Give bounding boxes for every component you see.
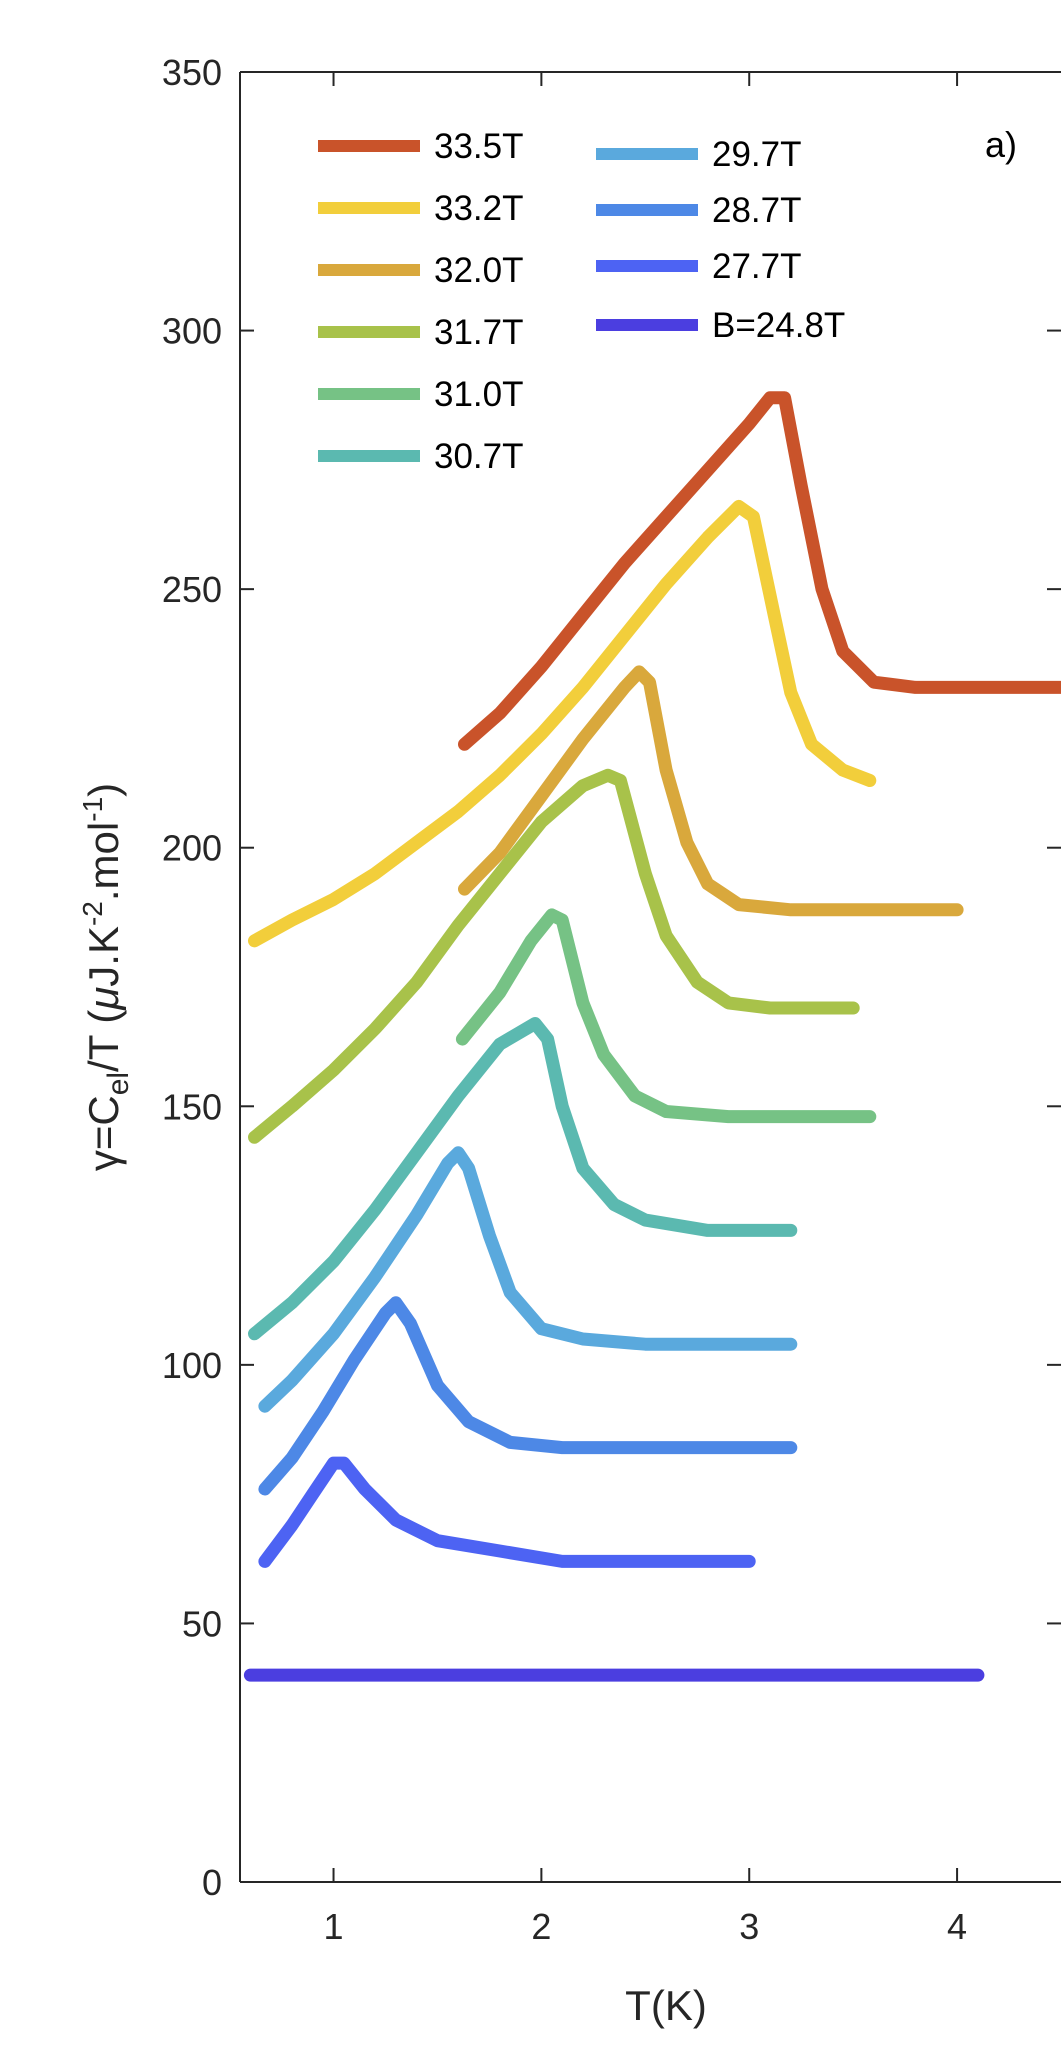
series-line-5 [248, 1017, 798, 1341]
y-axis-title-mid: /T ( [80, 1010, 127, 1072]
y-axis-title-exp-a: -2 [77, 901, 108, 926]
y-axis-title-mu: μ [80, 987, 127, 1011]
y-axis-title-unit-a: J.K [80, 926, 127, 987]
y-tick-label: 300 [162, 311, 222, 352]
y-axis-title: γ=Cel/T (μJ.K-2.mol-1) [77, 783, 135, 1171]
y-tick-label: 250 [162, 569, 222, 610]
y-axis-title-suffix: ) [80, 783, 127, 797]
series-line-3 [248, 768, 860, 1144]
series-line-8 [258, 1456, 756, 1568]
series-line-1 [248, 499, 877, 948]
series-line-6 [258, 1146, 798, 1413]
legend-label: 28.7T [712, 191, 802, 230]
y-axis-title-sub: el [102, 1072, 135, 1095]
y-axis-title-exp-b: -1 [77, 797, 108, 822]
legend-label: B=24.8T [712, 306, 845, 345]
x-tick-label: 1 [324, 1906, 344, 1947]
y-tick-label: 0 [202, 1862, 222, 1903]
legend-label: 27.7T [712, 247, 802, 286]
y-tick-label: 350 [162, 52, 222, 93]
series-line-4 [455, 908, 877, 1124]
y-axis-title-unit-b: .mol [80, 822, 127, 901]
panel-label: a) [985, 124, 1017, 165]
legend-label: 31.0T [434, 375, 524, 414]
y-tick-label: 50 [182, 1603, 222, 1644]
x-axis-title: T(K) [625, 1982, 707, 2029]
legend-label: 33.5T [434, 127, 524, 166]
x-tick-label: 4 [947, 1906, 967, 1947]
axes-frame [239, 71, 1061, 1883]
legend-label: 32.0T [434, 251, 524, 290]
series-line-2 [458, 665, 964, 917]
series-line-7 [258, 1296, 798, 1496]
y-tick-label: 150 [162, 1086, 222, 1127]
y-tick-label: 100 [162, 1345, 222, 1386]
y-tick-label: 200 [162, 828, 222, 869]
legend: 33.5T 33.2T 32.0T 31.7T 31.0T 30.7T 29.7T 28.7T… [318, 127, 845, 476]
data-series [243, 391, 1061, 1682]
legend-label: 30.7T [434, 437, 524, 476]
axis-ticks: 0 50 100 150 200 250 300 350 1 2 3 4 [162, 52, 1061, 1947]
legend-label: 31.7T [434, 313, 524, 352]
x-tick-label: 2 [531, 1906, 551, 1947]
y-axis-title-prefix: γ=C [80, 1095, 127, 1171]
series-line-0 [458, 391, 1061, 751]
legend-label: 29.7T [712, 135, 802, 174]
legend-label: 33.2T [434, 189, 524, 228]
x-tick-label: 3 [739, 1906, 759, 1947]
